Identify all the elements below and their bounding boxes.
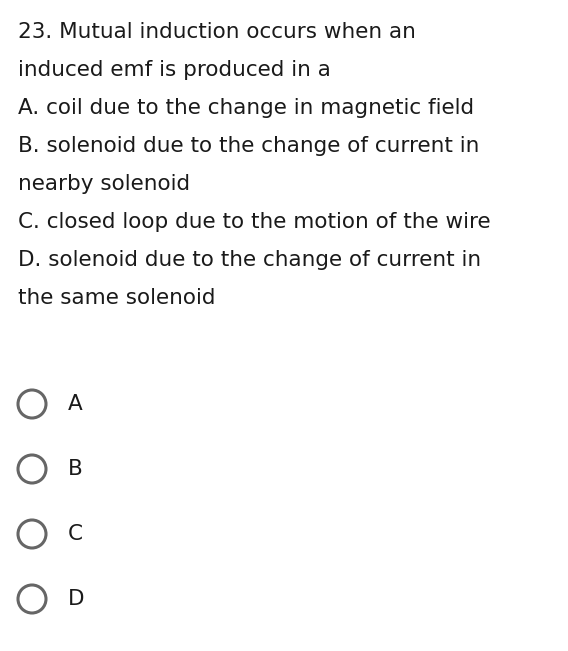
Text: B: B xyxy=(68,459,83,479)
Text: induced emf is produced in a: induced emf is produced in a xyxy=(18,60,331,80)
Text: A. coil due to the change in magnetic field: A. coil due to the change in magnetic fi… xyxy=(18,98,474,118)
Text: B. solenoid due to the change of current in: B. solenoid due to the change of current… xyxy=(18,136,479,156)
Text: nearby solenoid: nearby solenoid xyxy=(18,174,190,194)
Text: C: C xyxy=(68,524,83,544)
Text: the same solenoid: the same solenoid xyxy=(18,288,215,308)
Text: D. solenoid due to the change of current in: D. solenoid due to the change of current… xyxy=(18,250,481,270)
Text: A: A xyxy=(68,394,83,414)
Text: 23. Mutual induction occurs when an: 23. Mutual induction occurs when an xyxy=(18,22,416,42)
Text: D: D xyxy=(68,589,85,609)
Text: C. closed loop due to the motion of the wire: C. closed loop due to the motion of the … xyxy=(18,212,491,232)
